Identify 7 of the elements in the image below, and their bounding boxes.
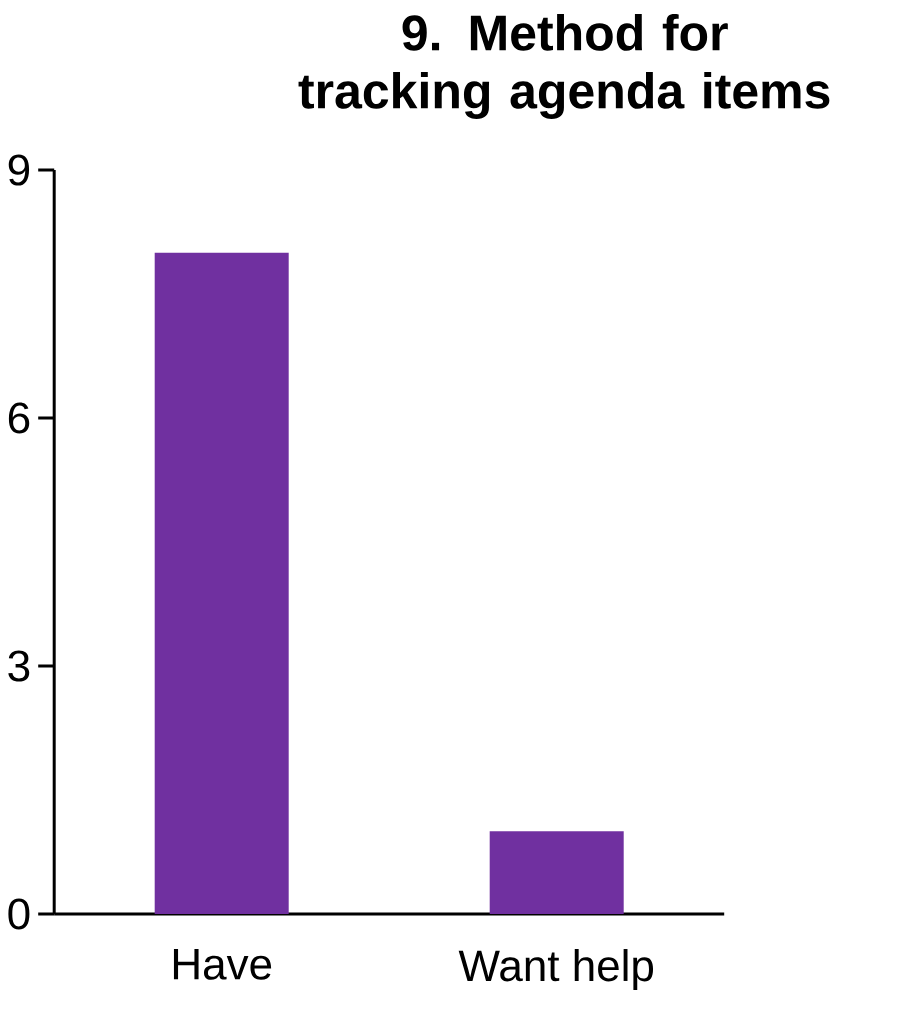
- chart-title: 9. Method for tracking agenda items: [298, 14, 830, 119]
- x-tick-label: Have: [173, 949, 271, 980]
- x-tick-label: Want help: [458, 949, 653, 991]
- y-tick-label: 0: [8, 898, 30, 930]
- y-tick-label: 6: [8, 402, 30, 434]
- y-tick-label: 9: [8, 154, 29, 186]
- y-tick-label: 3: [8, 650, 30, 682]
